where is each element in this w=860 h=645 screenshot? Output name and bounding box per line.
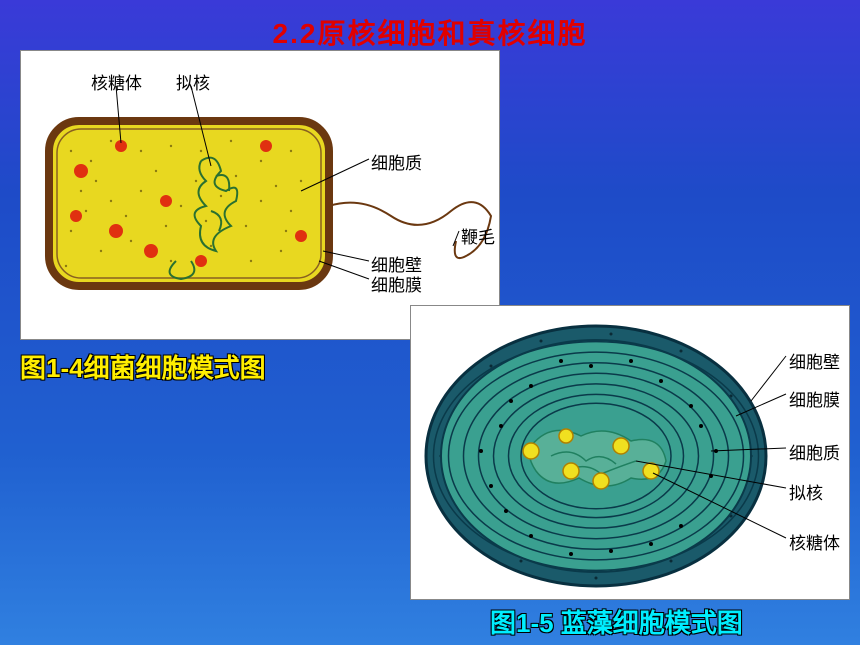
cy-label-cell-wall: 细胞壁 [789, 348, 840, 373]
label-cell-membrane: 细胞膜 [371, 271, 422, 296]
caption-bacteria: 图1-4细菌细胞模式图 [20, 348, 266, 385]
cyanobacteria-diagram: 细胞壁 细胞膜 细胞质 拟核 核糖体 [410, 305, 850, 600]
caption-cyanobacteria: 图1-5 蓝藻细胞模式图 [490, 603, 743, 640]
label-ribosome: 核糖体 [91, 69, 142, 94]
cy-label-cytoplasm: 细胞质 [789, 439, 840, 464]
cyano-svg [411, 306, 851, 601]
bacteria-diagram: 核糖体 拟核 细胞质 细胞壁 细胞膜 鞭毛 [20, 50, 500, 340]
cy-label-cell-membrane: 细胞膜 [789, 386, 840, 411]
label-nucleoid: 拟核 [176, 69, 210, 94]
cy-label-nucleoid: 拟核 [789, 479, 823, 504]
bacteria-svg [21, 51, 501, 341]
label-cytoplasm: 细胞质 [371, 149, 422, 174]
label-flagellum: 鞭毛 [461, 223, 495, 248]
main-title: 2.2原核细胞和真核细胞 [0, 0, 860, 52]
cy-label-ribosome: 核糖体 [789, 529, 840, 554]
